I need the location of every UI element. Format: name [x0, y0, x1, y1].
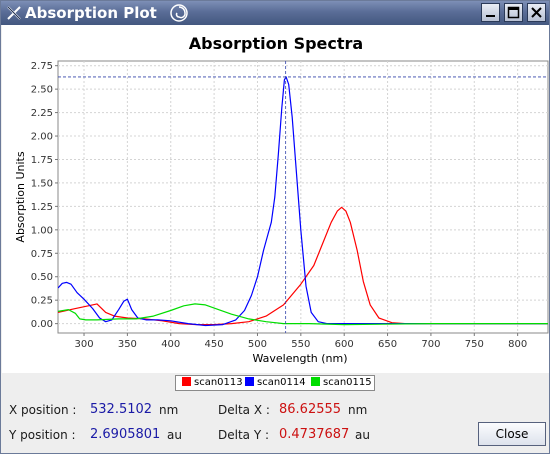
y-tick-label-0-25: 0.25: [31, 296, 53, 307]
y-position-unit: au: [167, 428, 182, 442]
minimize-icon: [486, 15, 495, 17]
y-tick-label-2-75: 2.75: [31, 61, 53, 72]
delta-y-value: 0.4737687: [279, 427, 350, 442]
x-tick-label-500: 500: [248, 339, 267, 350]
legend-item-scan0114: scan0114: [245, 377, 306, 389]
x-tick-label-400: 400: [161, 339, 180, 350]
grid-lines: [58, 61, 548, 333]
y-position-value: 2.6905801: [90, 427, 161, 442]
series-line-scan0113: [58, 206, 548, 326]
y-position-label: Y position :: [9, 428, 76, 442]
absorption-chart[interactable]: Absorption Spectra 300 350 400 450 500 550 600…: [2, 25, 550, 373]
y-tick-label-1-75: 1.75: [31, 155, 53, 166]
y-tick-label-2-50: 2.50: [31, 85, 53, 96]
x-tick-label-700: 700: [421, 339, 440, 350]
maximize-button[interactable]: [504, 3, 523, 22]
y-tick-label-1-00: 1.00: [31, 225, 53, 236]
plot-area[interactable]: [57, 60, 549, 334]
x-tick-label-800: 800: [508, 339, 527, 350]
chart-title: Absorption Spectra: [189, 34, 363, 53]
y-tick-label-1-50: 1.50: [31, 178, 53, 189]
title-bar[interactable]: Absorption Plot: [1, 1, 549, 25]
x-position-label: X position :: [9, 403, 77, 417]
series-line-scan0114: [58, 76, 548, 327]
swirl-icon: [170, 4, 188, 22]
legend-item-scan0113: scan0113: [182, 377, 243, 389]
legend-swatch: [182, 377, 191, 386]
x-tick-label-650: 650: [378, 339, 397, 350]
x-tick-label-300: 300: [74, 339, 93, 350]
data-series: [58, 76, 548, 327]
y-tick-label-0-75: 0.75: [31, 249, 53, 260]
y-tick-label-1-25: 1.25: [31, 202, 53, 213]
y-tick-label-0-00: 0.00: [31, 319, 53, 330]
x-tick-label-750: 750: [465, 339, 484, 350]
x-tick-label-550: 550: [291, 339, 310, 350]
legend-swatch: [245, 377, 254, 386]
x-tick-label-350: 350: [118, 339, 137, 350]
y-tick-label-2-25: 2.25: [31, 108, 53, 119]
series-line-scan0115: [58, 303, 548, 326]
axis-ticks: 300 350 400 450 500 550 600 650 700 750 800 0.00 0.2…: [31, 61, 527, 350]
close-window-button[interactable]: [527, 3, 546, 22]
maximize-icon: [507, 6, 520, 19]
crosshair: [58, 61, 548, 333]
x-position-unit: nm: [159, 403, 179, 417]
delta-y-unit: au: [355, 428, 370, 442]
window-title: Absorption Plot: [25, 4, 157, 22]
minimize-button[interactable]: [481, 3, 500, 22]
x-tick-label-450: 450: [205, 339, 224, 350]
delta-y-label: Delta Y :: [218, 428, 270, 442]
delta-x-value: 86.62555: [279, 402, 342, 417]
x-axis-label: Wavelength (nm): [252, 352, 347, 365]
position-info-panel: X position : 532.5102 nm Y position : 2.…: [2, 396, 549, 453]
y-tick-label-2-00: 2.00: [31, 132, 53, 143]
y-axis-label: Absorption Units: [14, 151, 27, 242]
delta-x-unit: nm: [348, 403, 368, 417]
app-icon: [7, 6, 21, 20]
chart-legend: scan0113 scan0114 scan0115: [175, 375, 375, 391]
delta-x-label: Delta X :: [218, 403, 270, 417]
close-icon: [531, 7, 542, 18]
x-position-value: 532.5102: [90, 402, 153, 417]
legend-item-scan0115: scan0115: [311, 377, 372, 389]
legend-swatch: [311, 377, 320, 386]
close-button[interactable]: Close: [478, 422, 546, 446]
x-tick-label-600: 600: [335, 339, 354, 350]
y-tick-label-0-50: 0.50: [31, 272, 53, 283]
